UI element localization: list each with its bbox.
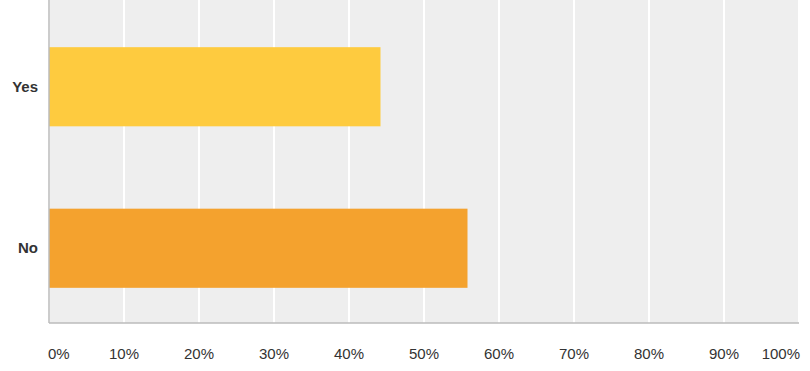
y-axis-line	[48, 0, 50, 323]
grid-line	[723, 0, 725, 323]
bar	[49, 47, 381, 126]
tick-label: 0%	[48, 345, 70, 362]
grid-line	[798, 0, 800, 323]
tick-label: 20%	[184, 345, 214, 362]
grid-line	[573, 0, 575, 323]
bars	[49, 47, 468, 288]
tick-label: 70%	[559, 345, 589, 362]
category-label: No	[18, 239, 38, 256]
grid-line	[648, 0, 650, 323]
tick-label: 10%	[109, 345, 139, 362]
grid-line	[48, 0, 50, 323]
tick-label: 60%	[484, 345, 514, 362]
chart: 0% 10% 20% 30% 40% 50% 60% 70% 80% 90% 100% Yes No	[0, 0, 810, 371]
tick-label: 100%	[762, 345, 800, 362]
tick-label: 50%	[409, 345, 439, 362]
grid-line	[498, 0, 500, 323]
tick-label: 80%	[634, 345, 664, 362]
x-axis-line	[49, 322, 799, 324]
plot-background	[49, 0, 799, 323]
bar	[49, 209, 468, 288]
category-label: Yes	[12, 78, 38, 95]
tick-label: 40%	[334, 345, 364, 362]
chart-container: 0% 10% 20% 30% 40% 50% 60% 70% 80% 90% 100% Yes No	[0, 0, 810, 371]
tick-label: 30%	[259, 345, 289, 362]
tick-label: 90%	[709, 345, 739, 362]
